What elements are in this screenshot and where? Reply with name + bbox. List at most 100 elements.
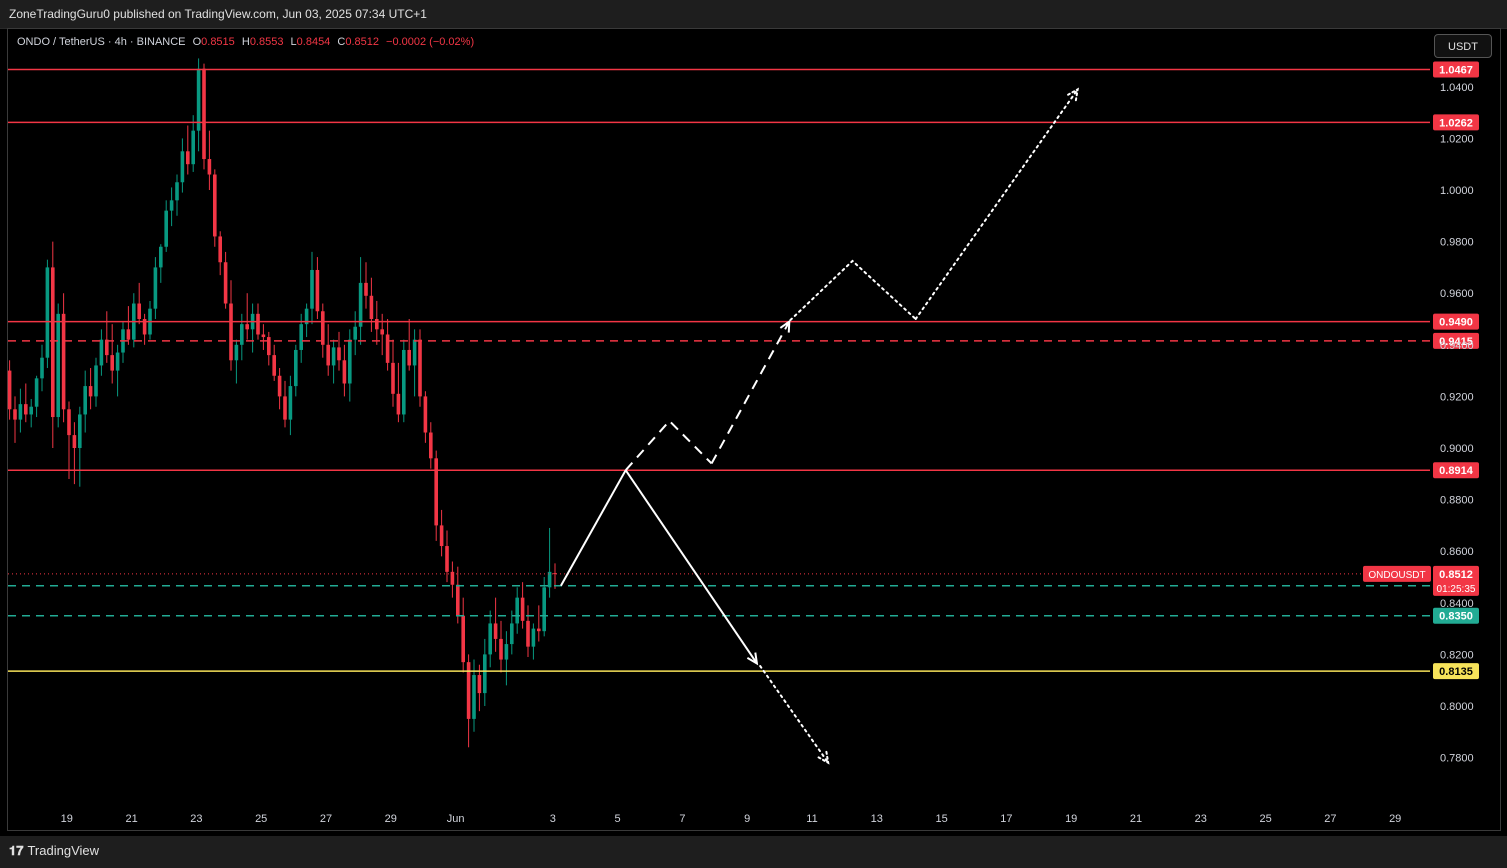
candle bbox=[477, 664, 482, 712]
y-tick-label: 1.0000 bbox=[1440, 185, 1474, 197]
x-tick-label: Jun bbox=[447, 813, 465, 825]
candle bbox=[61, 293, 66, 423]
candle bbox=[364, 262, 368, 309]
candle bbox=[391, 339, 395, 407]
candle bbox=[267, 331, 271, 366]
candle bbox=[418, 329, 422, 407]
candle-body bbox=[375, 319, 379, 330]
price-level-label: 0.9415 bbox=[1439, 336, 1473, 348]
candle-body bbox=[553, 573, 557, 575]
candle-body bbox=[29, 406, 33, 415]
tradingview-logo[interactable]: 𝟏𝟕 TradingView bbox=[9, 843, 99, 859]
y-tick-label: 1.0400 bbox=[1440, 82, 1474, 94]
candle-body bbox=[439, 525, 444, 547]
candle bbox=[115, 344, 120, 397]
candle-body bbox=[483, 654, 487, 694]
candle-body bbox=[537, 628, 541, 632]
open-label: O bbox=[192, 36, 202, 48]
candle bbox=[67, 401, 71, 479]
x-tick-label: 19 bbox=[61, 813, 73, 825]
candle-body bbox=[396, 393, 401, 415]
candle bbox=[250, 303, 255, 353]
currency-button[interactable]: USDT bbox=[1434, 34, 1492, 58]
candle-body bbox=[175, 182, 179, 201]
candle-body bbox=[13, 409, 17, 420]
x-tick-label: 19 bbox=[1065, 813, 1077, 825]
ticker-label: ONDOUSDT bbox=[1368, 570, 1425, 581]
candle bbox=[294, 344, 298, 397]
candle-body bbox=[477, 675, 482, 694]
x-tick-label: 21 bbox=[1130, 813, 1142, 825]
candle-body bbox=[153, 267, 158, 309]
candle-body bbox=[526, 620, 530, 647]
candle bbox=[126, 306, 131, 345]
candle bbox=[132, 293, 136, 348]
candle-body bbox=[159, 246, 163, 268]
price-level-tag bbox=[1433, 61, 1479, 78]
x-tick-label: 25 bbox=[255, 813, 267, 825]
candle-body bbox=[520, 597, 525, 621]
candle bbox=[164, 200, 168, 252]
candle-body bbox=[515, 597, 519, 624]
y-tick-label: 0.8200 bbox=[1440, 649, 1474, 661]
candle-body bbox=[450, 571, 455, 585]
price-level-label: 0.8135 bbox=[1439, 666, 1473, 678]
candle bbox=[337, 331, 341, 371]
candle bbox=[196, 58, 201, 152]
projection-path bbox=[624, 419, 713, 471]
countdown-label: 01:25:35 bbox=[1437, 584, 1476, 595]
candle bbox=[13, 396, 17, 443]
price-level-label: 1.0467 bbox=[1439, 65, 1473, 77]
candle bbox=[7, 360, 12, 420]
candle bbox=[78, 406, 82, 487]
candle-body bbox=[169, 200, 174, 211]
candle-body bbox=[299, 324, 303, 350]
x-tick-label: 23 bbox=[190, 813, 202, 825]
candle-body bbox=[272, 355, 276, 376]
candle bbox=[310, 251, 314, 325]
candle bbox=[56, 303, 60, 428]
candle bbox=[423, 391, 428, 443]
candle bbox=[207, 130, 212, 190]
candle-body bbox=[348, 339, 352, 384]
candle-body bbox=[18, 404, 23, 420]
candle-body bbox=[234, 344, 239, 361]
candle bbox=[83, 370, 87, 433]
projection-arrowhead bbox=[817, 750, 830, 765]
candle-body bbox=[115, 352, 120, 371]
candle-body bbox=[110, 355, 114, 371]
candle-body bbox=[126, 329, 131, 340]
candle-body bbox=[407, 349, 411, 366]
candle bbox=[396, 362, 401, 423]
price-level-tag bbox=[1433, 462, 1479, 479]
candle bbox=[218, 231, 222, 276]
candle bbox=[315, 257, 320, 319]
candle bbox=[488, 610, 492, 668]
candle bbox=[439, 509, 444, 557]
x-tick-label: 17 bbox=[1000, 813, 1012, 825]
candle-body bbox=[434, 458, 438, 526]
symbol-title[interactable]: ONDO / TetherUS · 4h · BINANCE bbox=[17, 36, 186, 48]
candle bbox=[493, 597, 498, 652]
projection-arrowhead bbox=[779, 319, 791, 333]
candle bbox=[245, 293, 249, 340]
candle-body bbox=[315, 269, 320, 312]
x-tick-label: 27 bbox=[1324, 813, 1336, 825]
high-value: 0.8553 bbox=[249, 36, 284, 48]
candle bbox=[331, 339, 336, 384]
candle-body bbox=[542, 587, 546, 632]
candle bbox=[504, 631, 509, 686]
candle-body bbox=[186, 151, 190, 165]
candle bbox=[499, 620, 503, 673]
projection-arrowhead bbox=[746, 652, 759, 666]
price-level-tag bbox=[1433, 313, 1479, 330]
candle-body bbox=[223, 262, 228, 304]
candle bbox=[277, 368, 282, 410]
candle-body bbox=[78, 414, 82, 448]
low-value: 0.8454 bbox=[296, 36, 331, 48]
price-level-label: 0.8914 bbox=[1439, 465, 1474, 477]
candle bbox=[72, 422, 77, 485]
candle bbox=[483, 638, 487, 706]
symbol-legend: ONDO / TetherUS · 4h · BINANCE O0.8515 H… bbox=[17, 36, 474, 48]
